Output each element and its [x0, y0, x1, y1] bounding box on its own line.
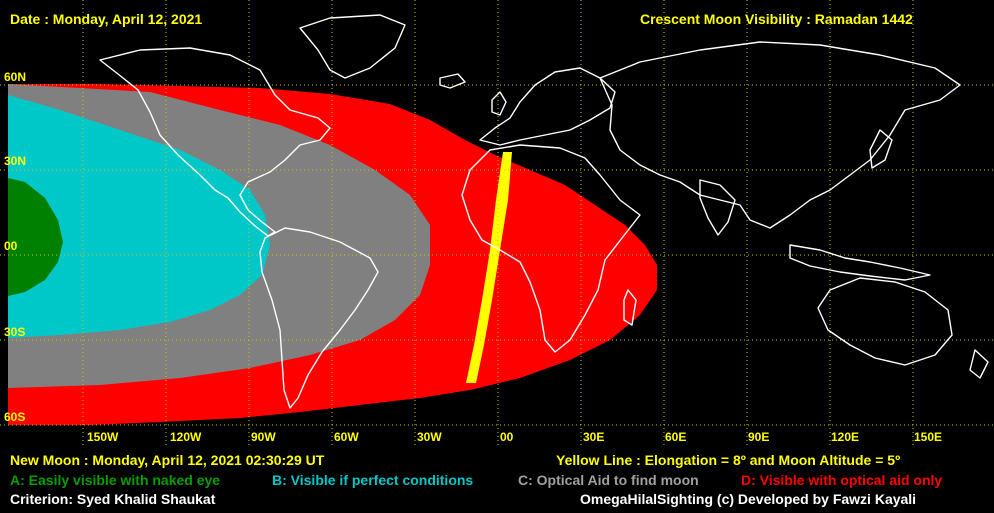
new-moon-time: New Moon : Monday, April 12, 2021 02:30:… — [10, 452, 325, 468]
lon-label-60w: 60W — [334, 430, 359, 444]
indonesia-coast — [789, 244, 931, 281]
australia-coast — [817, 277, 953, 366]
lon-label-30w: 30W — [417, 430, 442, 444]
north-america-coast — [99, 47, 331, 237]
criterion: Criterion: Syed Khalid Shaukat — [10, 491, 216, 507]
lon-label-150w: 150W — [87, 430, 119, 444]
south-america-coast — [259, 227, 379, 409]
greenland-coast — [299, 14, 406, 79]
credit: OmegaHilalSighting (c) Developed by Fawz… — [580, 491, 917, 507]
japan-coast — [869, 129, 893, 169]
europe-coast — [479, 67, 616, 146]
legend-zone-c: C: Optical Aid to find moon — [518, 472, 699, 488]
lon-label-150e: 150E — [914, 430, 943, 444]
legend-zone-d: D: Visible with optical aid only — [741, 472, 943, 488]
iceland-coast — [439, 73, 466, 89]
coastlines — [99, 14, 989, 409]
new-zealand-coast — [969, 349, 989, 379]
lon-label-30e: 30E — [583, 430, 605, 444]
asia-coast — [599, 41, 961, 229]
map-date: Date : Monday, April 12, 2021 — [10, 11, 203, 27]
lat-label-30n: 30N — [4, 154, 27, 168]
graticule — [0, 0, 994, 445]
lon-label-60e: 60E — [665, 430, 687, 444]
lat-label-00: 00 — [4, 239, 18, 253]
lat-label-30s: 30S — [4, 325, 26, 339]
yellow-line — [466, 152, 512, 383]
legend-zone-b: B: Visible if perfect conditions — [272, 472, 474, 488]
zone-b-region — [8, 95, 270, 338]
legend-zone-a: A: Easily visible with naked eye — [10, 472, 221, 488]
india-coast — [699, 179, 736, 236]
lon-label-90w: 90W — [251, 430, 276, 444]
uk-coast — [491, 91, 507, 116]
map-title: Crescent Moon Visibility : Ramadan 1442 — [640, 11, 913, 27]
madagascar-coast — [623, 289, 637, 326]
zone-a-region — [8, 178, 63, 296]
lat-label-60s: 60S — [4, 410, 26, 424]
lon-label-120e: 120E — [831, 430, 860, 444]
lat-label-60n: 60N — [4, 70, 27, 84]
lon-label-00: 00 — [500, 430, 514, 444]
lon-label-120w: 120W — [170, 430, 202, 444]
yellow-line-legend: Yellow Line : Elongation = 8º and Moon A… — [556, 452, 901, 468]
lon-label-90e: 90E — [748, 430, 770, 444]
africa-coast — [461, 144, 641, 353]
